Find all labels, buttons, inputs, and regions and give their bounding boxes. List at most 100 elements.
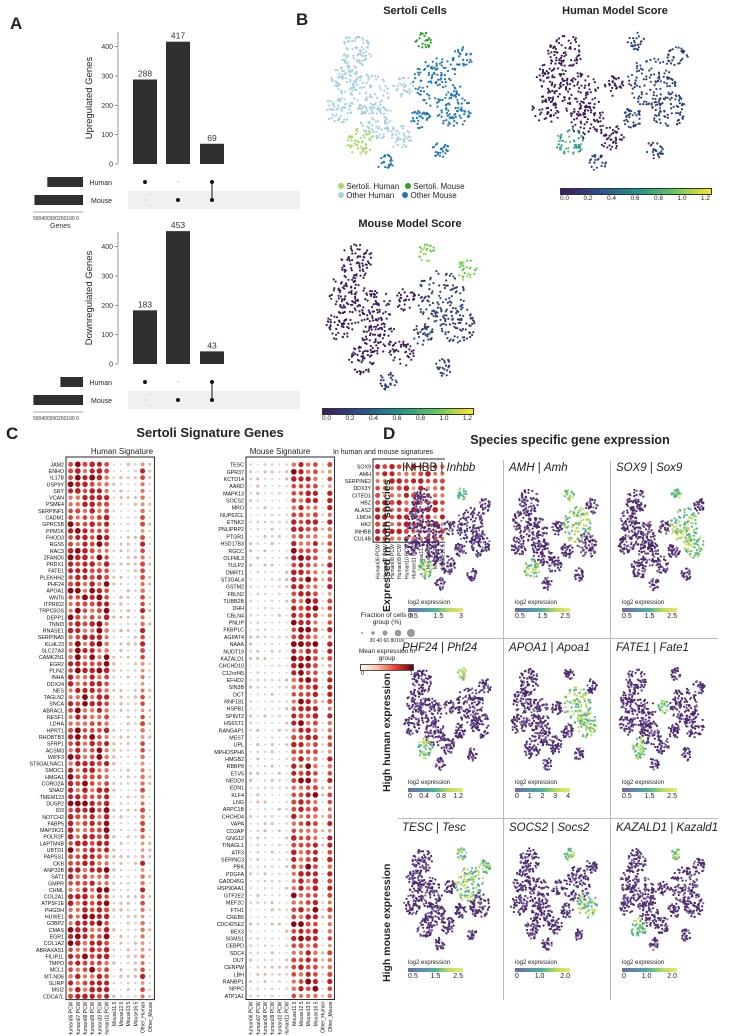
umap-point (635, 67, 638, 70)
umap-point (545, 117, 548, 120)
gene-label: CORO2A (42, 782, 65, 788)
gene-label: HSP90AA1 (217, 886, 244, 892)
umap-point (420, 515, 423, 518)
dotplot-dot (119, 895, 123, 898)
dotplot-dot (82, 767, 88, 773)
umap-point (416, 112, 419, 115)
umap-point (422, 253, 425, 256)
dotplot-dot (149, 536, 151, 539)
umap-point (558, 73, 561, 76)
umap-point (615, 147, 618, 150)
dotplot-dot (104, 907, 110, 913)
upset-up-ytick-label: 300 (101, 74, 113, 81)
dotplot-dot (256, 880, 259, 882)
dotplot-dot (321, 715, 324, 717)
umap-point (440, 527, 443, 530)
dotplot-dot (278, 965, 281, 969)
dotplot-dot (278, 945, 281, 947)
dotplot-dot (148, 602, 151, 606)
dotplot-dot (120, 590, 122, 592)
dotplot-dot (290, 835, 297, 841)
dotplot-dot (96, 973, 103, 980)
umap-point (557, 95, 560, 98)
umap-point (347, 278, 350, 281)
dotplot-dot (278, 908, 281, 911)
umap-point (659, 87, 662, 90)
dotplot-dot (89, 734, 96, 740)
dotplot-dot (103, 986, 110, 993)
umap-point (599, 114, 602, 117)
dotplot-dot (127, 842, 129, 845)
dotplot-dot (126, 988, 130, 992)
dotplot-dot (75, 920, 81, 926)
dotplot-dot (396, 499, 402, 506)
dotplot-dot (305, 806, 311, 812)
upset-up-matrix-dot (177, 181, 179, 183)
gene-label: FABP5 (48, 821, 65, 827)
umap-point (419, 33, 422, 36)
dotplot-dot (249, 528, 252, 531)
umap-point (555, 89, 558, 93)
dotplot-dot (256, 966, 259, 969)
colorbar-tick: 0.8 (653, 195, 663, 202)
umap-point (414, 497, 417, 500)
dotplot-dot (264, 514, 266, 516)
gene-label: SDC4 (230, 951, 244, 957)
umap-point (365, 292, 368, 295)
gene-label: ETNK2 (227, 520, 244, 526)
dotplot-dot (140, 954, 145, 959)
dotplot-dot (148, 562, 152, 566)
dotplot-dot (148, 582, 152, 586)
umap-point (344, 295, 347, 298)
dotplot-dot (257, 887, 259, 889)
umap-point (578, 54, 581, 57)
umap-point (583, 98, 586, 101)
dotplot-dot (327, 978, 333, 985)
umap-point (331, 113, 334, 116)
umap-point (336, 69, 339, 72)
umap-point (668, 50, 671, 53)
dotplot-dot (322, 492, 324, 494)
umap-point (423, 246, 426, 249)
dotplot-dot (68, 568, 74, 574)
dotplot-dot (271, 664, 274, 667)
umap-point (422, 496, 425, 499)
umap-point (641, 68, 644, 71)
dotplot-dot (298, 735, 304, 740)
dotplot-dot (270, 815, 274, 818)
dotplot-dot (103, 800, 110, 807)
gene-label: MRO (232, 506, 244, 512)
umap-point (616, 125, 619, 128)
dotplot-dot (298, 619, 304, 626)
umap-point (650, 67, 653, 70)
umap-point (627, 75, 630, 78)
upset-down-set-label-mouse: Mouse (91, 398, 112, 405)
umap-point (396, 305, 400, 308)
umap-point (417, 541, 420, 544)
umap-point (444, 331, 447, 334)
umap-point (400, 125, 403, 128)
umap-point (362, 269, 365, 273)
dotplot-dot (264, 887, 266, 890)
group-label: Human06 PCW (249, 1001, 255, 1035)
dotplot-dot (278, 714, 281, 718)
umap-point (667, 124, 670, 127)
dotplot-dot (327, 842, 333, 848)
umap-point (572, 130, 576, 133)
dotplot-dot (249, 679, 252, 681)
umap-point (436, 315, 439, 318)
dotplot-dot (74, 461, 81, 468)
dotplot-dot (291, 706, 297, 711)
dotplot-dot (291, 842, 297, 848)
dotplot-dot (327, 849, 333, 855)
dotplot-dot (126, 589, 130, 593)
dotplot-dot (278, 592, 281, 595)
umap-point (454, 291, 457, 294)
dotplot-dot (149, 915, 151, 918)
dotplot-dot (113, 802, 115, 805)
dotplot-dot (321, 765, 324, 768)
gene-label: ATF3 (231, 850, 244, 856)
umap-point (467, 114, 470, 117)
umap-point (554, 83, 557, 86)
umap-point (438, 154, 441, 157)
